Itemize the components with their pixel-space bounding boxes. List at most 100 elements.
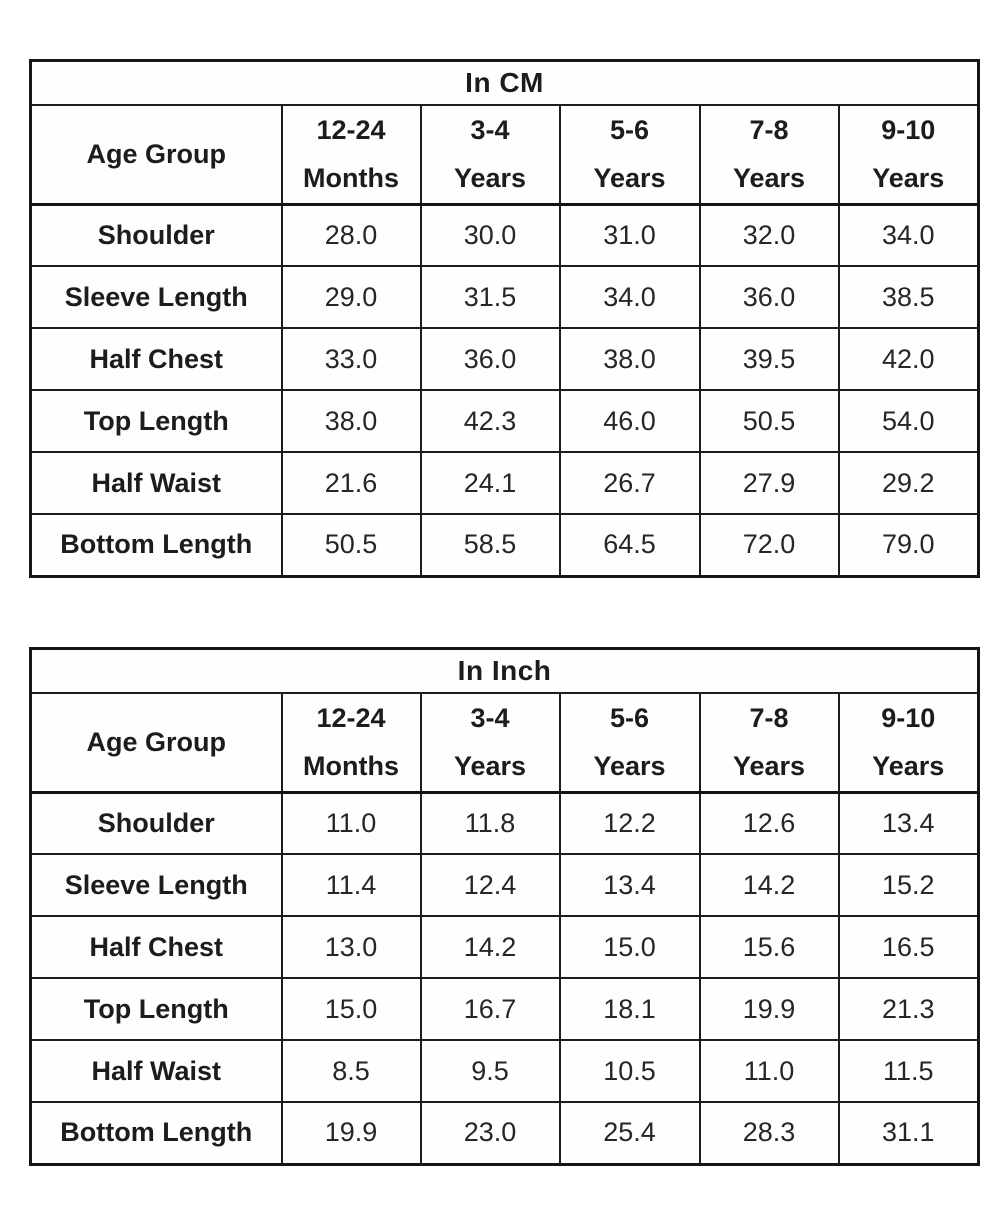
table-header-row: Age Group 12-24 Months 3-4 Years 5-6 Yea… [29,691,980,794]
column-header-7-8-years: 7-8 Years [698,103,840,206]
cell-value: 31.1 [837,1101,980,1166]
column-header-line1: 5-6 [609,114,650,145]
cell-value: 11.4 [280,853,422,918]
cell-value: 26.7 [558,451,701,516]
column-header-line1: 12-24 [316,114,386,145]
cell-value: 21.3 [837,977,980,1042]
cell-value: 72.0 [698,513,840,578]
cell-value: 15.6 [698,915,840,980]
cell-value: 42.3 [419,389,561,454]
row-label: Sleeve Length [29,265,283,330]
column-header-line2: Years [593,163,666,194]
cell-value: 12.6 [698,791,840,856]
column-header-9-10-years: 9-10 Years [837,103,980,206]
cell-value: 58.5 [419,513,561,578]
cell-value: 30.0 [419,203,561,268]
cell-value: 64.5 [558,513,701,578]
cell-value: 54.0 [837,389,980,454]
cell-value: 50.5 [280,513,422,578]
column-header-line1: 3-4 [470,114,510,145]
row-label: Top Length [29,977,283,1042]
cell-value: 12.2 [558,791,701,856]
table-row-bottom-length: Bottom Length 19.9 23.0 25.4 28.3 31.1 [29,1101,980,1166]
cell-value: 46.0 [558,389,701,454]
column-header-line2: Months [303,751,399,782]
cell-value: 29.0 [280,265,422,330]
row-label: Shoulder [29,791,283,856]
table-row-half-chest: Half Chest 33.0 36.0 38.0 39.5 42.0 [29,327,980,392]
cell-value: 36.0 [698,265,840,330]
cell-value: 38.5 [837,265,980,330]
table-row-sleeve-length: Sleeve Length 11.4 12.4 13.4 14.2 15.2 [29,853,980,918]
size-table-inch: In Inch Age Group 12-24 Months 3-4 Years… [29,647,981,1166]
table-row-shoulder: Shoulder 28.0 30.0 31.0 32.0 34.0 [29,203,980,268]
table-row-shoulder: Shoulder 11.0 11.8 12.2 12.6 13.4 [29,791,980,856]
table-row-half-waist: Half Waist 21.6 24.1 26.7 27.9 29.2 [29,451,980,516]
table-header-row: Age Group 12-24 Months 3-4 Years 5-6 Yea… [29,103,980,206]
cell-value: 50.5 [698,389,840,454]
cell-value: 8.5 [280,1039,422,1104]
size-table-cm: In CM Age Group 12-24 Months 3-4 Years 5… [29,59,981,578]
column-header-line1: 3-4 [470,702,510,733]
column-header-5-6-years: 5-6 Years [558,103,701,206]
column-header-line2: Years [453,163,527,194]
cell-value: 18.1 [558,977,701,1042]
table-row-top-length: Top Length 38.0 42.3 46.0 50.5 54.0 [29,389,980,454]
cell-value: 36.0 [419,327,561,392]
cell-value: 31.5 [419,265,561,330]
cell-value: 13.4 [837,791,980,856]
column-header-age-group: Age Group [29,691,283,794]
column-header-line2: Years [593,751,666,782]
row-label: Bottom Length [29,1101,283,1166]
cell-value: 16.7 [419,977,561,1042]
cell-value: 12.4 [419,853,561,918]
column-header-line1: 12-24 [316,702,386,733]
cell-value: 42.0 [837,327,980,392]
table-title-inch: In Inch [29,647,980,694]
row-label: Half Chest [29,915,283,980]
cell-value: 15.2 [837,853,980,918]
cell-value: 10.5 [558,1039,701,1104]
cell-value: 15.0 [558,915,701,980]
cell-value: 11.5 [837,1039,980,1104]
cell-value: 9.5 [419,1039,561,1104]
cell-value: 23.0 [419,1101,561,1166]
column-header-line1: 7-8 [749,702,789,733]
cell-value: 38.0 [558,327,701,392]
cell-value: 24.1 [419,451,561,516]
column-header-line1: 9-10 [881,702,936,733]
column-header-9-10-years: 9-10 Years [837,691,980,794]
table-title-row: In CM [29,59,980,106]
cell-value: 19.9 [698,977,840,1042]
row-label: Half Chest [29,327,283,392]
column-header-line2: Years [732,163,806,194]
cell-value: 34.0 [558,265,701,330]
cell-value: 79.0 [837,513,980,578]
cell-value: 11.8 [419,791,561,856]
table-row-half-chest: Half Chest 13.0 14.2 15.0 15.6 16.5 [29,915,980,980]
cell-value: 39.5 [698,327,840,392]
column-header-age-group: Age Group [29,103,283,206]
row-label: Half Waist [29,1039,283,1104]
column-header-line2: Years [872,163,945,194]
row-label: Half Waist [29,451,283,516]
column-header-12-24-months: 12-24 Months [280,691,422,794]
cell-value: 27.9 [698,451,840,516]
cell-value: 21.6 [280,451,422,516]
cell-value: 14.2 [698,853,840,918]
column-header-line2: Years [872,751,945,782]
cell-value: 19.9 [280,1101,422,1166]
cell-value: 13.4 [558,853,701,918]
column-header-5-6-years: 5-6 Years [558,691,701,794]
column-header-line2: Years [453,751,527,782]
cell-value: 15.0 [280,977,422,1042]
column-header-12-24-months: 12-24 Months [280,103,422,206]
column-header-3-4-years: 3-4 Years [419,103,561,206]
table-row-half-waist: Half Waist 8.5 9.5 10.5 11.0 11.5 [29,1039,980,1104]
cell-value: 25.4 [558,1101,701,1166]
cell-value: 32.0 [698,203,840,268]
column-header-7-8-years: 7-8 Years [698,691,840,794]
table-title-cm: In CM [29,59,980,106]
cell-value: 13.0 [280,915,422,980]
